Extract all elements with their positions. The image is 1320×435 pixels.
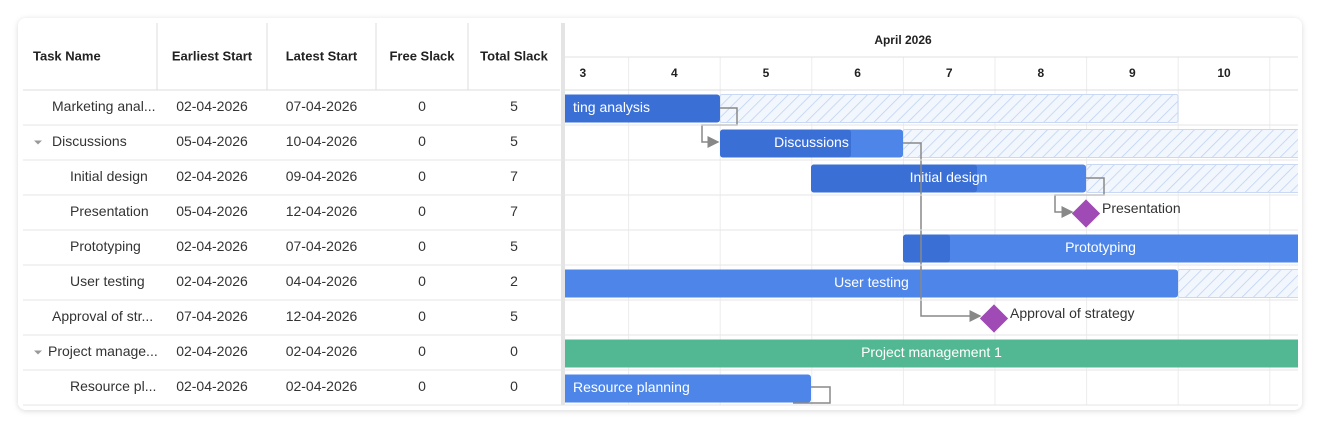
bar-label: User testing	[834, 274, 909, 290]
cell: 10-04-2026	[286, 133, 358, 149]
milestone-label: Approval of strategy	[1010, 305, 1135, 321]
cell: 0	[510, 378, 518, 394]
day-label: 9	[1129, 66, 1136, 80]
cell: 5	[510, 238, 518, 254]
progress	[720, 129, 851, 158]
milestone	[979, 304, 1009, 333]
cell: 12-04-2026	[286, 308, 358, 324]
cell: 0	[418, 133, 426, 149]
task-name: Resource pl...	[70, 378, 156, 394]
day-label: 6	[854, 66, 861, 80]
task-name: Presentation	[70, 203, 149, 219]
slack	[1085, 164, 1298, 193]
cell: 04-04-2026	[286, 273, 358, 289]
cell: 12-04-2026	[286, 203, 358, 219]
cell: 02-04-2026	[286, 378, 358, 394]
cell: 02-04-2026	[286, 343, 358, 359]
cell: 0	[418, 168, 426, 184]
task-bar	[565, 339, 1298, 368]
bar-label: ting analysis	[573, 99, 650, 115]
cell: 07-04-2026	[286, 98, 358, 114]
task-name: Project manage...	[48, 343, 158, 359]
progress	[903, 234, 950, 263]
slack	[902, 129, 1298, 158]
cell: 7	[510, 203, 518, 219]
task-name: User testing	[70, 273, 145, 289]
progress	[811, 164, 977, 193]
day-label: 5	[763, 66, 770, 80]
cell: 7	[510, 168, 518, 184]
task-bar	[565, 269, 1178, 298]
task-name: Initial design	[70, 168, 148, 184]
cell: 5	[510, 98, 518, 114]
bar-label: Project management 1	[861, 344, 1002, 360]
task-name: Approval of str...	[52, 308, 153, 324]
cell: 0	[418, 378, 426, 394]
day-label: 4	[671, 66, 678, 80]
milestone	[1071, 199, 1101, 228]
day-label: 7	[946, 66, 953, 80]
slack	[719, 94, 1179, 123]
cell: 09-04-2026	[286, 168, 358, 184]
cell: 02-04-2026	[176, 273, 248, 289]
column-header: Earliest Start	[172, 48, 253, 63]
cell: 5	[510, 133, 518, 149]
cell: 5	[510, 308, 518, 324]
column-header: Free Slack	[389, 48, 455, 63]
cell: 0	[418, 238, 426, 254]
task-name: Marketing anal...	[52, 98, 156, 114]
cell: 02-04-2026	[176, 168, 248, 184]
task-bar	[565, 374, 811, 403]
bar-label: Prototyping	[1065, 239, 1136, 255]
task-bar	[903, 234, 1298, 263]
dependency	[793, 386, 831, 404]
task-bar	[565, 94, 720, 123]
column-header: Total Slack	[480, 48, 548, 63]
day-label: 3	[579, 66, 586, 80]
bar-label: Resource planning	[573, 379, 690, 395]
cell: 2	[510, 273, 518, 289]
cell: 0	[418, 308, 426, 324]
cell: 0	[418, 343, 426, 359]
cell: 02-04-2026	[176, 378, 248, 394]
day-label: 10	[1217, 66, 1231, 80]
cell: 0	[418, 98, 426, 114]
expand-toggle[interactable]	[34, 140, 42, 145]
task-name: Prototyping	[70, 238, 141, 254]
cell: 02-04-2026	[176, 343, 248, 359]
day-label: 8	[1037, 66, 1044, 80]
cell: 0	[418, 203, 426, 219]
cell: 0	[418, 273, 426, 289]
month-label: April 2026	[874, 33, 932, 47]
cell: 05-04-2026	[176, 133, 248, 149]
cell: 02-04-2026	[176, 98, 248, 114]
splitter[interactable]	[561, 23, 565, 405]
task-name: Discussions	[52, 133, 127, 149]
expand-toggle[interactable]	[34, 350, 42, 355]
cell: 05-04-2026	[176, 203, 248, 219]
bar-label: Initial design	[910, 169, 988, 185]
milestone-label: Presentation	[1102, 200, 1181, 216]
column-header: Task Name	[33, 48, 101, 63]
cell: 07-04-2026	[176, 308, 248, 324]
bar-label: Discussions	[774, 134, 849, 150]
cell: 07-04-2026	[286, 238, 358, 254]
column-header: Latest Start	[286, 48, 358, 63]
cell: 02-04-2026	[176, 238, 248, 254]
cell: 0	[510, 343, 518, 359]
